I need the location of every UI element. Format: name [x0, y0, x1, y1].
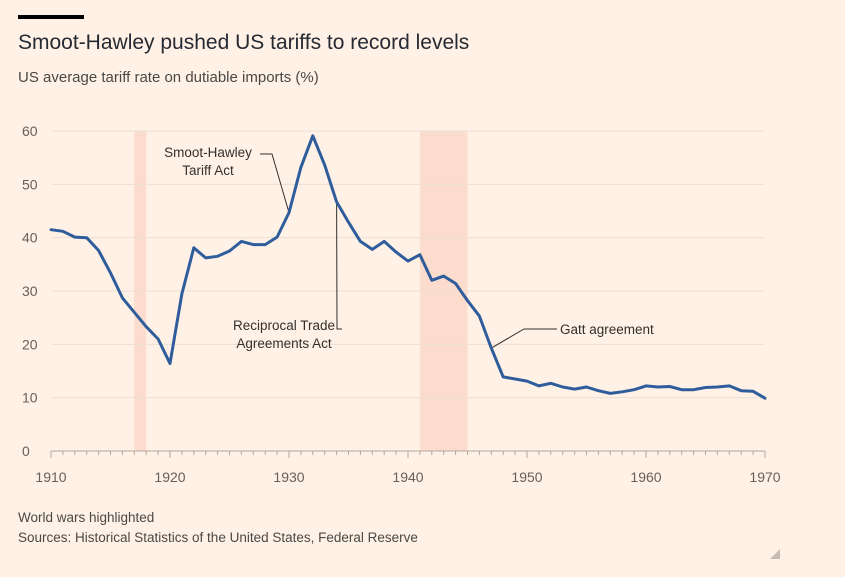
x-tick-label-1920: 1920: [154, 469, 185, 485]
annotation-line-2-0: Gatt agreement: [560, 322, 654, 337]
annotation-label-0: Smoot-Hawley Tariff Act: [164, 145, 252, 178]
y-tick-label-50: 50: [22, 176, 38, 192]
x-tick-label-1950: 1950: [511, 469, 542, 485]
chart-title: Smoot-Hawley pushed US tariffs to record…: [18, 31, 470, 54]
chart-source: Sources: Historical Statistics of the Un…: [18, 530, 418, 545]
x-tick-label-1910: 1910: [35, 469, 66, 485]
annotation-line-1-0: Reciprocal Trade: [233, 318, 335, 333]
annotation-line-0-0: Smoot-Hawley: [164, 145, 252, 160]
resize-corner-icon: [770, 549, 780, 559]
annotation-line-1-1: Agreements Act: [236, 336, 332, 351]
y-tick-label-0: 0: [22, 443, 30, 459]
y-tick-label-20: 20: [22, 336, 38, 352]
y-tick-label-30: 30: [22, 283, 38, 299]
annotation-leader-1: [336, 201, 342, 330]
chart-subtitle: US average tariff rate on dutiable impor…: [18, 69, 319, 86]
tariff-line-chart: 1910 1920 1930 1940 1950 1960 1970 0 10 20 30 40 50…: [22, 123, 781, 485]
x-tick-label-1940: 1940: [392, 469, 423, 485]
annotation-leader-2: [491, 328, 557, 349]
top-accent-bar: [18, 15, 84, 19]
x-tick-label-1970: 1970: [749, 469, 780, 485]
annotation-labels: Smoot-Hawley Tariff Act Reciprocal Trade Ag…: [164, 145, 654, 351]
y-tick-label-10: 10: [22, 390, 38, 406]
annotation-label-1: Reciprocal Trade Agreements Act: [233, 318, 335, 351]
x-tick-label-1930: 1930: [273, 469, 304, 485]
annotation-leaders: [260, 153, 557, 349]
gridlines: [51, 130, 765, 399]
annotation-leader-0: [260, 153, 290, 213]
y-tick-label-40: 40: [22, 230, 38, 246]
series-layer: [49, 134, 767, 400]
annotation-label-2: Gatt agreement: [560, 322, 654, 337]
x-axis: 1910 1920 1930 1940 1950 1960 1970: [35, 450, 781, 485]
annotation-line-0-1: Tariff Act: [182, 163, 234, 178]
x-tick-label-1960: 1960: [630, 469, 661, 485]
chart-note: World wars highlighted: [18, 510, 155, 525]
y-tick-label-60: 60: [22, 123, 38, 139]
y-axis-labels: 0 10 20 30 40 50 60: [22, 123, 38, 459]
series-line-0: [49, 134, 767, 400]
